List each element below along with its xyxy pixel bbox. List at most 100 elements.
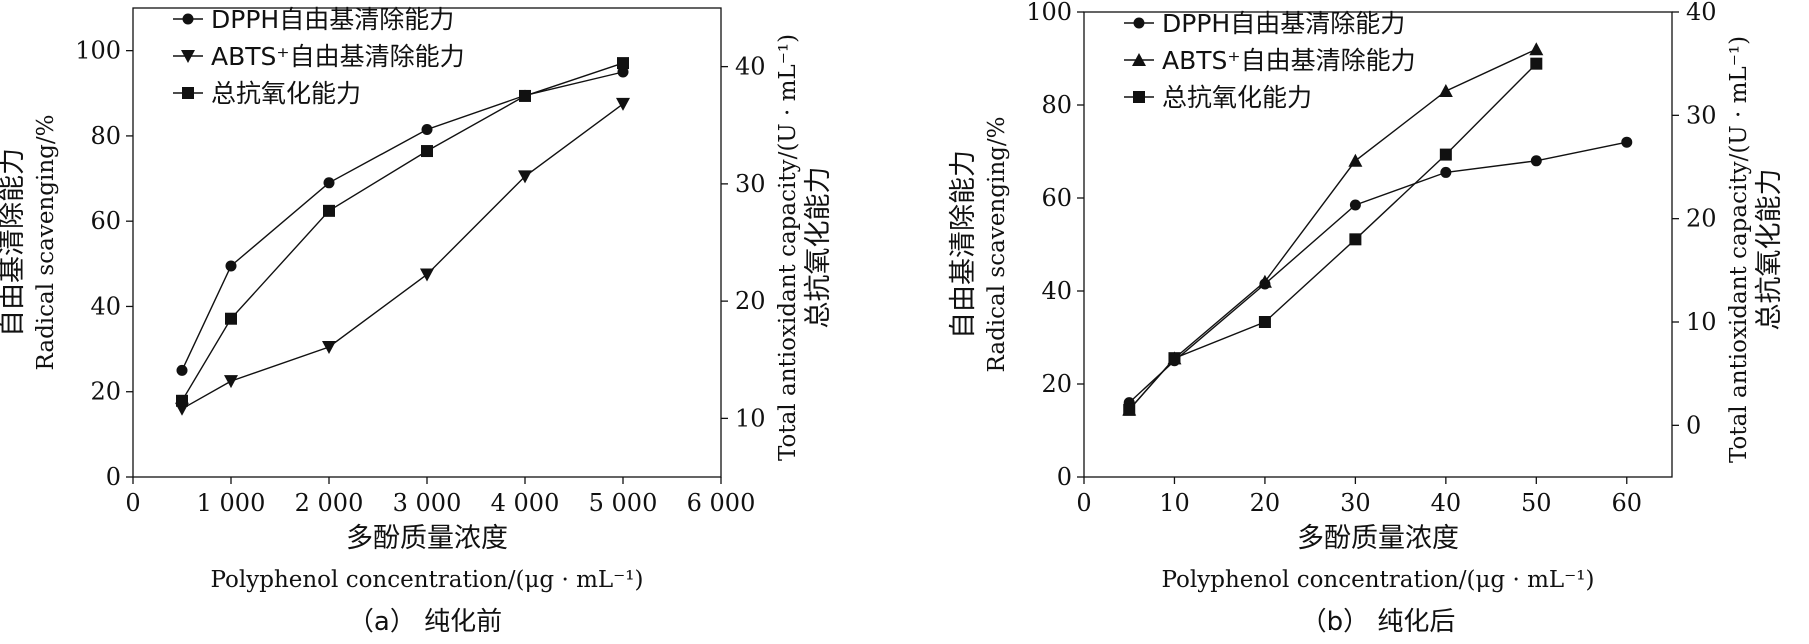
y-axis-title-cn: 自由基清除能力	[0, 148, 28, 337]
y-tick-label: 40	[1041, 277, 1072, 305]
series-2	[175, 97, 630, 416]
y2-tick-label: 30	[1686, 101, 1717, 129]
data-point	[322, 340, 336, 354]
data-point	[323, 177, 335, 189]
legend-label: 总抗氧化能力	[211, 79, 361, 108]
y-tick-label: 0	[106, 463, 121, 491]
legend-label: 总抗氧化能力	[1162, 83, 1312, 112]
series-line	[1128, 63, 1537, 411]
y-tick-label: 80	[1041, 91, 1072, 119]
legend-label: ABTS⁺自由基清除能力	[211, 42, 465, 71]
data-point	[1530, 155, 1542, 167]
data-point	[1529, 42, 1544, 56]
data-point	[1348, 153, 1363, 167]
x-tick-label: 3 000	[393, 489, 462, 517]
series-1	[176, 66, 629, 376]
series-line	[181, 103, 624, 410]
y-axis-title-cn: 自由基清除能力	[948, 150, 979, 339]
x-axis-title-cn: 多酚质量浓度	[1297, 523, 1459, 554]
plot-frame	[1083, 11, 1673, 478]
data-point	[1168, 352, 1181, 365]
chart-b: 0 10 20 30 40 50 60 0 20 40 60 80 100 0 10 20 30 40 多酚质量浓度…	[948, 0, 1785, 637]
data-point	[1530, 57, 1543, 70]
x-tick-label: 6 000	[687, 489, 756, 517]
x-tick-label: 5 000	[589, 489, 658, 517]
data-point	[519, 89, 531, 102]
data-point	[1258, 316, 1271, 328]
legend-marker	[182, 87, 194, 99]
y2-tick-label: 20	[1686, 205, 1717, 233]
x-tick-label: 60	[1611, 489, 1642, 517]
legend-marker	[182, 13, 194, 25]
x-tick-label: 4 000	[491, 489, 560, 517]
x-axis-title-en: Polyphenol concentration/(μg · mL⁻¹)	[210, 567, 643, 593]
y-axis-title-en: Radical scavenging/%	[33, 115, 59, 371]
chart-caption: （a） 纯化前	[348, 607, 502, 637]
x-tick-label: 0	[1076, 489, 1091, 517]
legend-marker	[1132, 53, 1146, 66]
y-tick-label: 60	[90, 207, 121, 235]
y-tick-label: 0	[1057, 463, 1072, 491]
data-point	[616, 97, 630, 111]
y2-tick-label: 40	[1686, 0, 1717, 26]
data-point	[1349, 233, 1362, 246]
x-tick-label: 20	[1250, 489, 1281, 517]
data-point	[176, 394, 188, 407]
y-tick-label: 80	[90, 122, 121, 150]
data-point	[1123, 403, 1136, 416]
y-tick-label: 20	[1041, 370, 1072, 398]
y2-tick-label: 40	[735, 53, 766, 81]
legend-label: DPPH自由基清除能力	[1162, 9, 1405, 38]
x-tick-label: 30	[1340, 489, 1371, 517]
y-axis-title-en: Radical scavenging/%	[984, 117, 1010, 373]
data-point	[1438, 84, 1453, 98]
x-tick-label: 2 000	[295, 489, 364, 517]
data-point	[1440, 166, 1452, 178]
y-tick-label: 20	[90, 378, 121, 406]
series-line	[1128, 141, 1627, 404]
x-tick-label: 50	[1521, 489, 1552, 517]
x-tick-label: 40	[1431, 489, 1462, 517]
legend-marker	[1133, 91, 1145, 103]
data-point	[1257, 274, 1272, 288]
chart-a: 0 1 000 2 000 3 000 4 000 5 000 6 000 0 20 40 60 80…	[0, 5, 834, 637]
data-point	[617, 66, 629, 78]
data-point	[176, 364, 188, 376]
x-axis-title-cn: 多酚质量浓度	[346, 523, 508, 554]
legend-marker	[181, 50, 195, 63]
legend-marker	[1133, 17, 1145, 29]
series-line	[181, 71, 624, 371]
series-3	[1123, 57, 1543, 416]
data-point	[421, 145, 433, 158]
data-point	[518, 170, 532, 184]
x-tick-label: 10	[1159, 489, 1190, 517]
y2-axis-title-en: Total antioxidant capacity/(U · mL⁻¹)	[775, 34, 801, 461]
y2-tick-label: 0	[1686, 411, 1701, 439]
y2-axis-title-cn: 总抗氧化能力	[803, 167, 834, 329]
data-point	[1621, 136, 1633, 148]
y2-tick-label: 30	[735, 170, 766, 198]
y2-tick-label: 20	[735, 287, 766, 315]
data-point	[420, 268, 434, 282]
legend-label: DPPH自由基清除能力	[211, 5, 454, 34]
y-tick-label: 100	[75, 37, 121, 65]
data-point	[1439, 148, 1452, 161]
data-point	[225, 260, 237, 272]
data-point	[225, 312, 237, 325]
y2-tick-label: 10	[1686, 308, 1717, 336]
y-tick-label: 100	[1026, 0, 1072, 26]
series-3	[176, 57, 629, 407]
series-line	[181, 62, 624, 402]
x-tick-label: 0	[125, 489, 140, 517]
data-point	[1349, 199, 1361, 211]
chart-caption: （b） 纯化后	[1301, 607, 1456, 637]
data-point	[323, 204, 335, 217]
y2-axis-title-cn: 总抗氧化能力	[1754, 169, 1785, 331]
x-tick-label: 1 000	[197, 489, 266, 517]
y-tick-label: 40	[90, 292, 121, 320]
series-1	[1123, 136, 1633, 409]
